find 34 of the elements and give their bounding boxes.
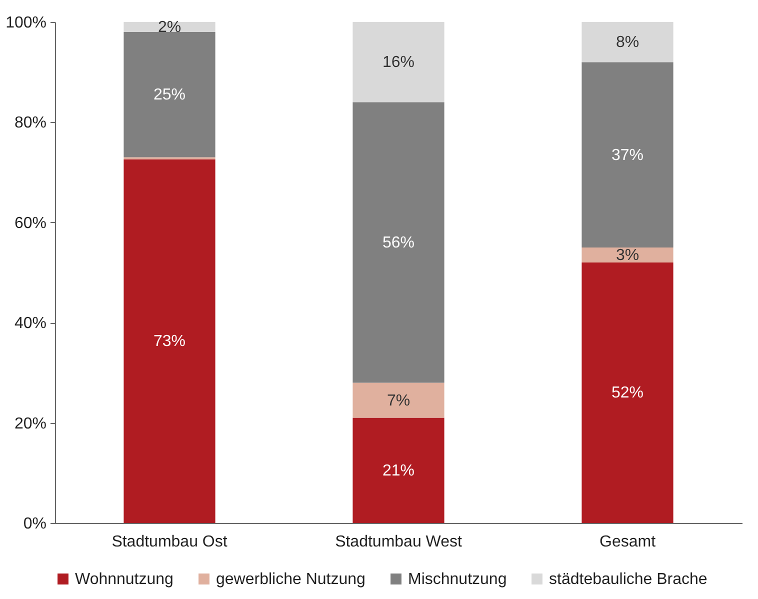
y-tick-label: 20% — [14, 415, 46, 432]
data-label: 7% — [386, 392, 410, 410]
bar — [582, 247, 674, 262]
x-tick-label: Stadtumbau West — [335, 534, 462, 550]
y-tick-label: 60% — [14, 214, 46, 232]
bar — [582, 22, 674, 62]
bar — [124, 159, 216, 523]
legend-label: städtebauliche Brache — [549, 571, 708, 588]
y-tick-label: 0% — [23, 516, 46, 532]
y-tick-label: 80% — [14, 114, 46, 132]
data-label: 16% — [382, 54, 415, 72]
bar — [352, 22, 444, 102]
bar — [582, 262, 674, 523]
bar — [582, 62, 674, 248]
bar — [124, 32, 216, 158]
data-label: 2% — [158, 19, 182, 36]
data-label: 25% — [153, 86, 186, 104]
bar — [352, 102, 444, 383]
bar — [352, 418, 444, 523]
legend-label: Wohnnutzung — [75, 571, 174, 588]
y-tick-label: 100% — [6, 14, 46, 32]
data-label: 21% — [382, 462, 415, 480]
legend-label: gewerbliche Nutzung — [216, 571, 366, 588]
data-label: 37% — [611, 146, 644, 164]
bar — [352, 382, 444, 418]
x-tick-label: Gesamt — [599, 534, 656, 550]
data-label: 73% — [153, 333, 186, 350]
legend-label: Mischnutzung — [408, 571, 507, 588]
data-label: 52% — [611, 384, 644, 402]
data-label: 8% — [616, 34, 640, 52]
data-label: 56% — [382, 234, 415, 252]
x-tick-label: Stadtumbau Ost — [112, 534, 228, 550]
y-tick-label: 40% — [14, 315, 46, 332]
data-label: 3% — [616, 246, 640, 264]
